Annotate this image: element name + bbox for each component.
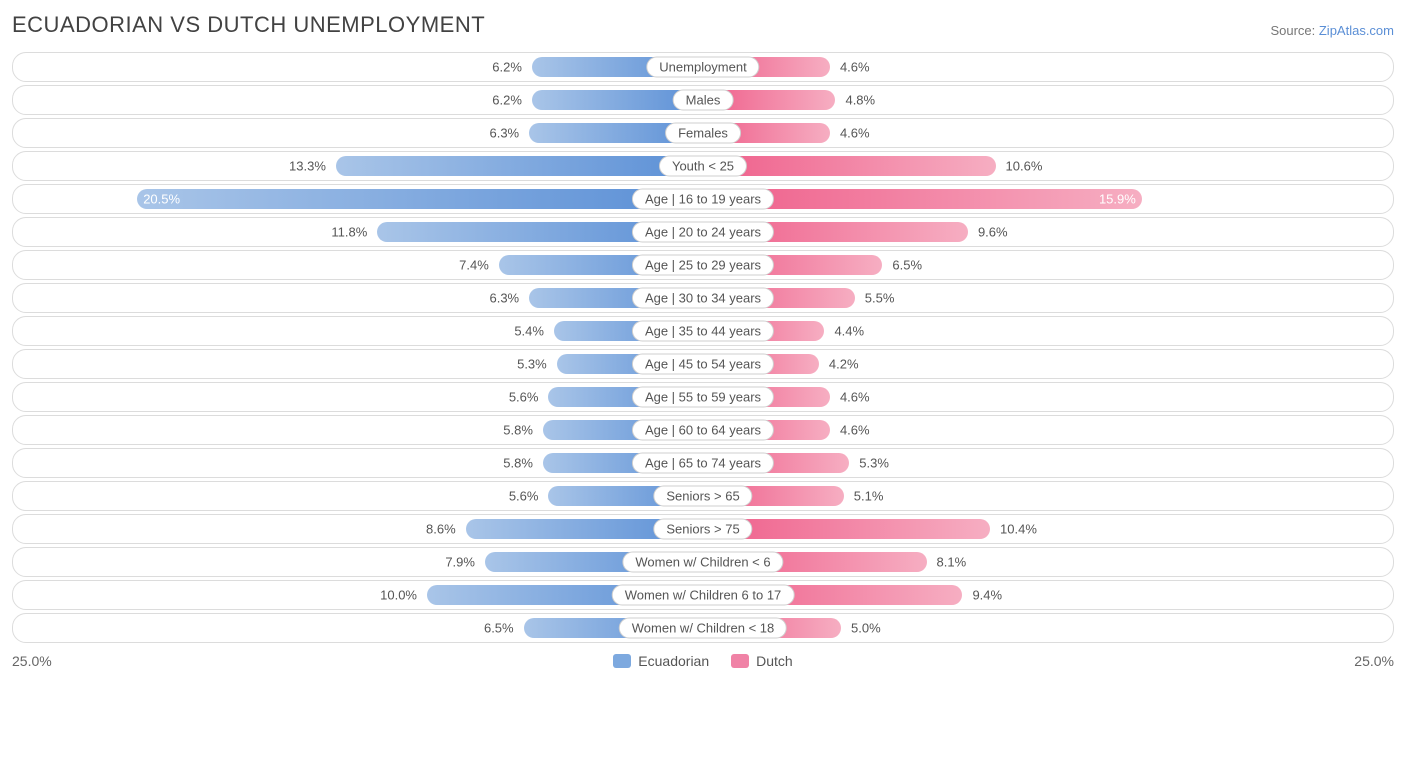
value-left: 5.4% <box>514 324 554 339</box>
category-label: Females <box>665 123 741 144</box>
value-left: 11.8% <box>331 225 377 240</box>
category-label: Age | 45 to 54 years <box>632 354 774 375</box>
value-left: 5.3% <box>517 357 557 372</box>
value-left: 5.8% <box>503 456 543 471</box>
value-left: 6.3% <box>489 126 529 141</box>
category-label: Age | 60 to 64 years <box>632 420 774 441</box>
category-label: Youth < 25 <box>659 156 747 177</box>
value-right: 6.5% <box>882 258 922 273</box>
value-right: 4.4% <box>824 324 864 339</box>
value-left: 6.2% <box>492 93 532 108</box>
value-right: 8.1% <box>927 555 967 570</box>
value-right: 15.9% <box>1099 192 1136 207</box>
chart-row: 5.8% 5.3% Age | 65 to 74 years <box>12 448 1394 478</box>
value-left: 6.5% <box>484 621 524 636</box>
category-label: Women w/ Children 6 to 17 <box>612 585 795 606</box>
value-left: 5.8% <box>503 423 543 438</box>
chart-row: 5.3% 4.2% Age | 45 to 54 years <box>12 349 1394 379</box>
diverging-bar-chart: 6.2% 4.6% Unemployment 6.2% 4.8% Males 6.3% 4.6… <box>12 52 1394 643</box>
value-left: 5.6% <box>509 489 549 504</box>
chart-row: 6.3% 5.5% Age | 30 to 34 years <box>12 283 1394 313</box>
value-right: 4.8% <box>835 93 875 108</box>
axis-max-left: 25.0% <box>12 653 52 669</box>
legend-label-left: Ecuadorian <box>638 653 709 669</box>
source-prefix: Source: <box>1270 23 1318 38</box>
value-left: 5.6% <box>509 390 549 405</box>
chart-row: 5.6% 4.6% Age | 55 to 59 years <box>12 382 1394 412</box>
chart-row: 13.3% 10.6% Youth < 25 <box>12 151 1394 181</box>
chart-row: 7.4% 6.5% Age | 25 to 29 years <box>12 250 1394 280</box>
value-right: 10.4% <box>990 522 1037 537</box>
chart-row: 6.2% 4.6% Unemployment <box>12 52 1394 82</box>
category-label: Seniors > 75 <box>653 519 752 540</box>
category-label: Women w/ Children < 18 <box>619 618 787 639</box>
value-right: 4.6% <box>830 390 870 405</box>
value-right: 4.2% <box>819 357 859 372</box>
chart-footer: 25.0% Ecuadorian Dutch 25.0% <box>12 653 1394 669</box>
value-right: 9.4% <box>962 588 1002 603</box>
category-label: Seniors > 65 <box>653 486 752 507</box>
value-left: 6.3% <box>489 291 529 306</box>
value-right: 4.6% <box>830 126 870 141</box>
category-label: Age | 55 to 59 years <box>632 387 774 408</box>
chart-source: Source: ZipAtlas.com <box>1270 23 1394 38</box>
legend-item-right: Dutch <box>731 653 793 669</box>
value-right: 4.6% <box>830 60 870 75</box>
chart-title: ECUADORIAN VS DUTCH UNEMPLOYMENT <box>12 12 485 38</box>
legend: Ecuadorian Dutch <box>613 653 792 669</box>
chart-header: ECUADORIAN VS DUTCH UNEMPLOYMENT Source:… <box>12 12 1394 38</box>
chart-row: 5.4% 4.4% Age | 35 to 44 years <box>12 316 1394 346</box>
category-label: Unemployment <box>646 57 759 78</box>
chart-row: 6.2% 4.8% Males <box>12 85 1394 115</box>
source-link[interactable]: ZipAtlas.com <box>1319 23 1394 38</box>
value-right: 5.1% <box>844 489 884 504</box>
value-right: 4.6% <box>830 423 870 438</box>
category-label: Age | 25 to 29 years <box>632 255 774 276</box>
value-left: 13.3% <box>289 159 336 174</box>
value-right: 9.6% <box>968 225 1008 240</box>
legend-swatch-right <box>731 654 749 668</box>
chart-row: 7.9% 8.1% Women w/ Children < 6 <box>12 547 1394 577</box>
value-left: 10.0% <box>380 588 427 603</box>
category-label: Women w/ Children < 6 <box>622 552 783 573</box>
chart-row: 5.8% 4.6% Age | 60 to 64 years <box>12 415 1394 445</box>
category-label: Age | 35 to 44 years <box>632 321 774 342</box>
chart-row: 10.0% 9.4% Women w/ Children 6 to 17 <box>12 580 1394 610</box>
value-left: 20.5% <box>143 192 180 207</box>
value-right: 10.6% <box>996 159 1043 174</box>
category-label: Age | 30 to 34 years <box>632 288 774 309</box>
value-left: 6.2% <box>492 60 532 75</box>
category-label: Age | 65 to 74 years <box>632 453 774 474</box>
chart-row: 6.3% 4.6% Females <box>12 118 1394 148</box>
legend-item-left: Ecuadorian <box>613 653 709 669</box>
chart-row: 8.6% 10.4% Seniors > 75 <box>12 514 1394 544</box>
value-left: 8.6% <box>426 522 466 537</box>
category-label: Males <box>673 90 734 111</box>
value-right: 5.3% <box>849 456 889 471</box>
chart-row: 11.8% 9.6% Age | 20 to 24 years <box>12 217 1394 247</box>
legend-swatch-left <box>613 654 631 668</box>
category-label: Age | 16 to 19 years <box>632 189 774 210</box>
legend-label-right: Dutch <box>756 653 793 669</box>
category-label: Age | 20 to 24 years <box>632 222 774 243</box>
chart-row: 5.6% 5.1% Seniors > 65 <box>12 481 1394 511</box>
value-right: 5.5% <box>855 291 895 306</box>
value-right: 5.0% <box>841 621 881 636</box>
axis-max-right: 25.0% <box>1354 653 1394 669</box>
chart-row: 20.5% 15.9% Age | 16 to 19 years <box>12 184 1394 214</box>
value-left: 7.4% <box>459 258 499 273</box>
chart-row: 6.5% 5.0% Women w/ Children < 18 <box>12 613 1394 643</box>
value-left: 7.9% <box>445 555 485 570</box>
